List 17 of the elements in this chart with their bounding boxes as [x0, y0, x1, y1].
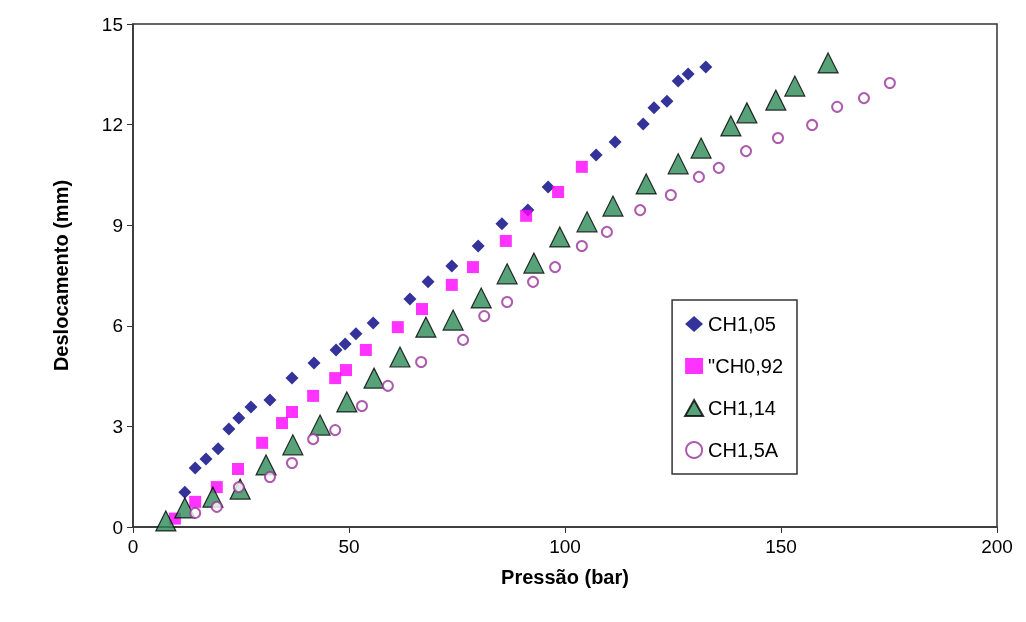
x-tick-label: 150 — [765, 536, 797, 557]
x-tick-label: 200 — [981, 536, 1013, 557]
y-tick-label: 9 — [112, 214, 123, 236]
legend-label: CH1,5A — [708, 439, 779, 461]
legend-label: CH1,05 — [708, 313, 776, 335]
legend-label: CH1,14 — [708, 397, 776, 419]
x-tick-label: 0 — [127, 536, 139, 557]
x-axis-title: Pressão (bar) — [501, 566, 629, 588]
x-tick-label: 100 — [549, 536, 581, 557]
y-tick-label: 15 — [101, 13, 123, 35]
y-tick-label: 0 — [112, 516, 123, 538]
legend-label: "CH0,92 — [708, 355, 784, 377]
y-axis-title: Deslocamento (mm) — [50, 179, 72, 372]
y-tick-label: 6 — [112, 315, 123, 337]
y-tick-label: 12 — [101, 114, 123, 136]
y-tick-label: 3 — [112, 415, 123, 437]
x-tick-label: 50 — [338, 536, 360, 557]
